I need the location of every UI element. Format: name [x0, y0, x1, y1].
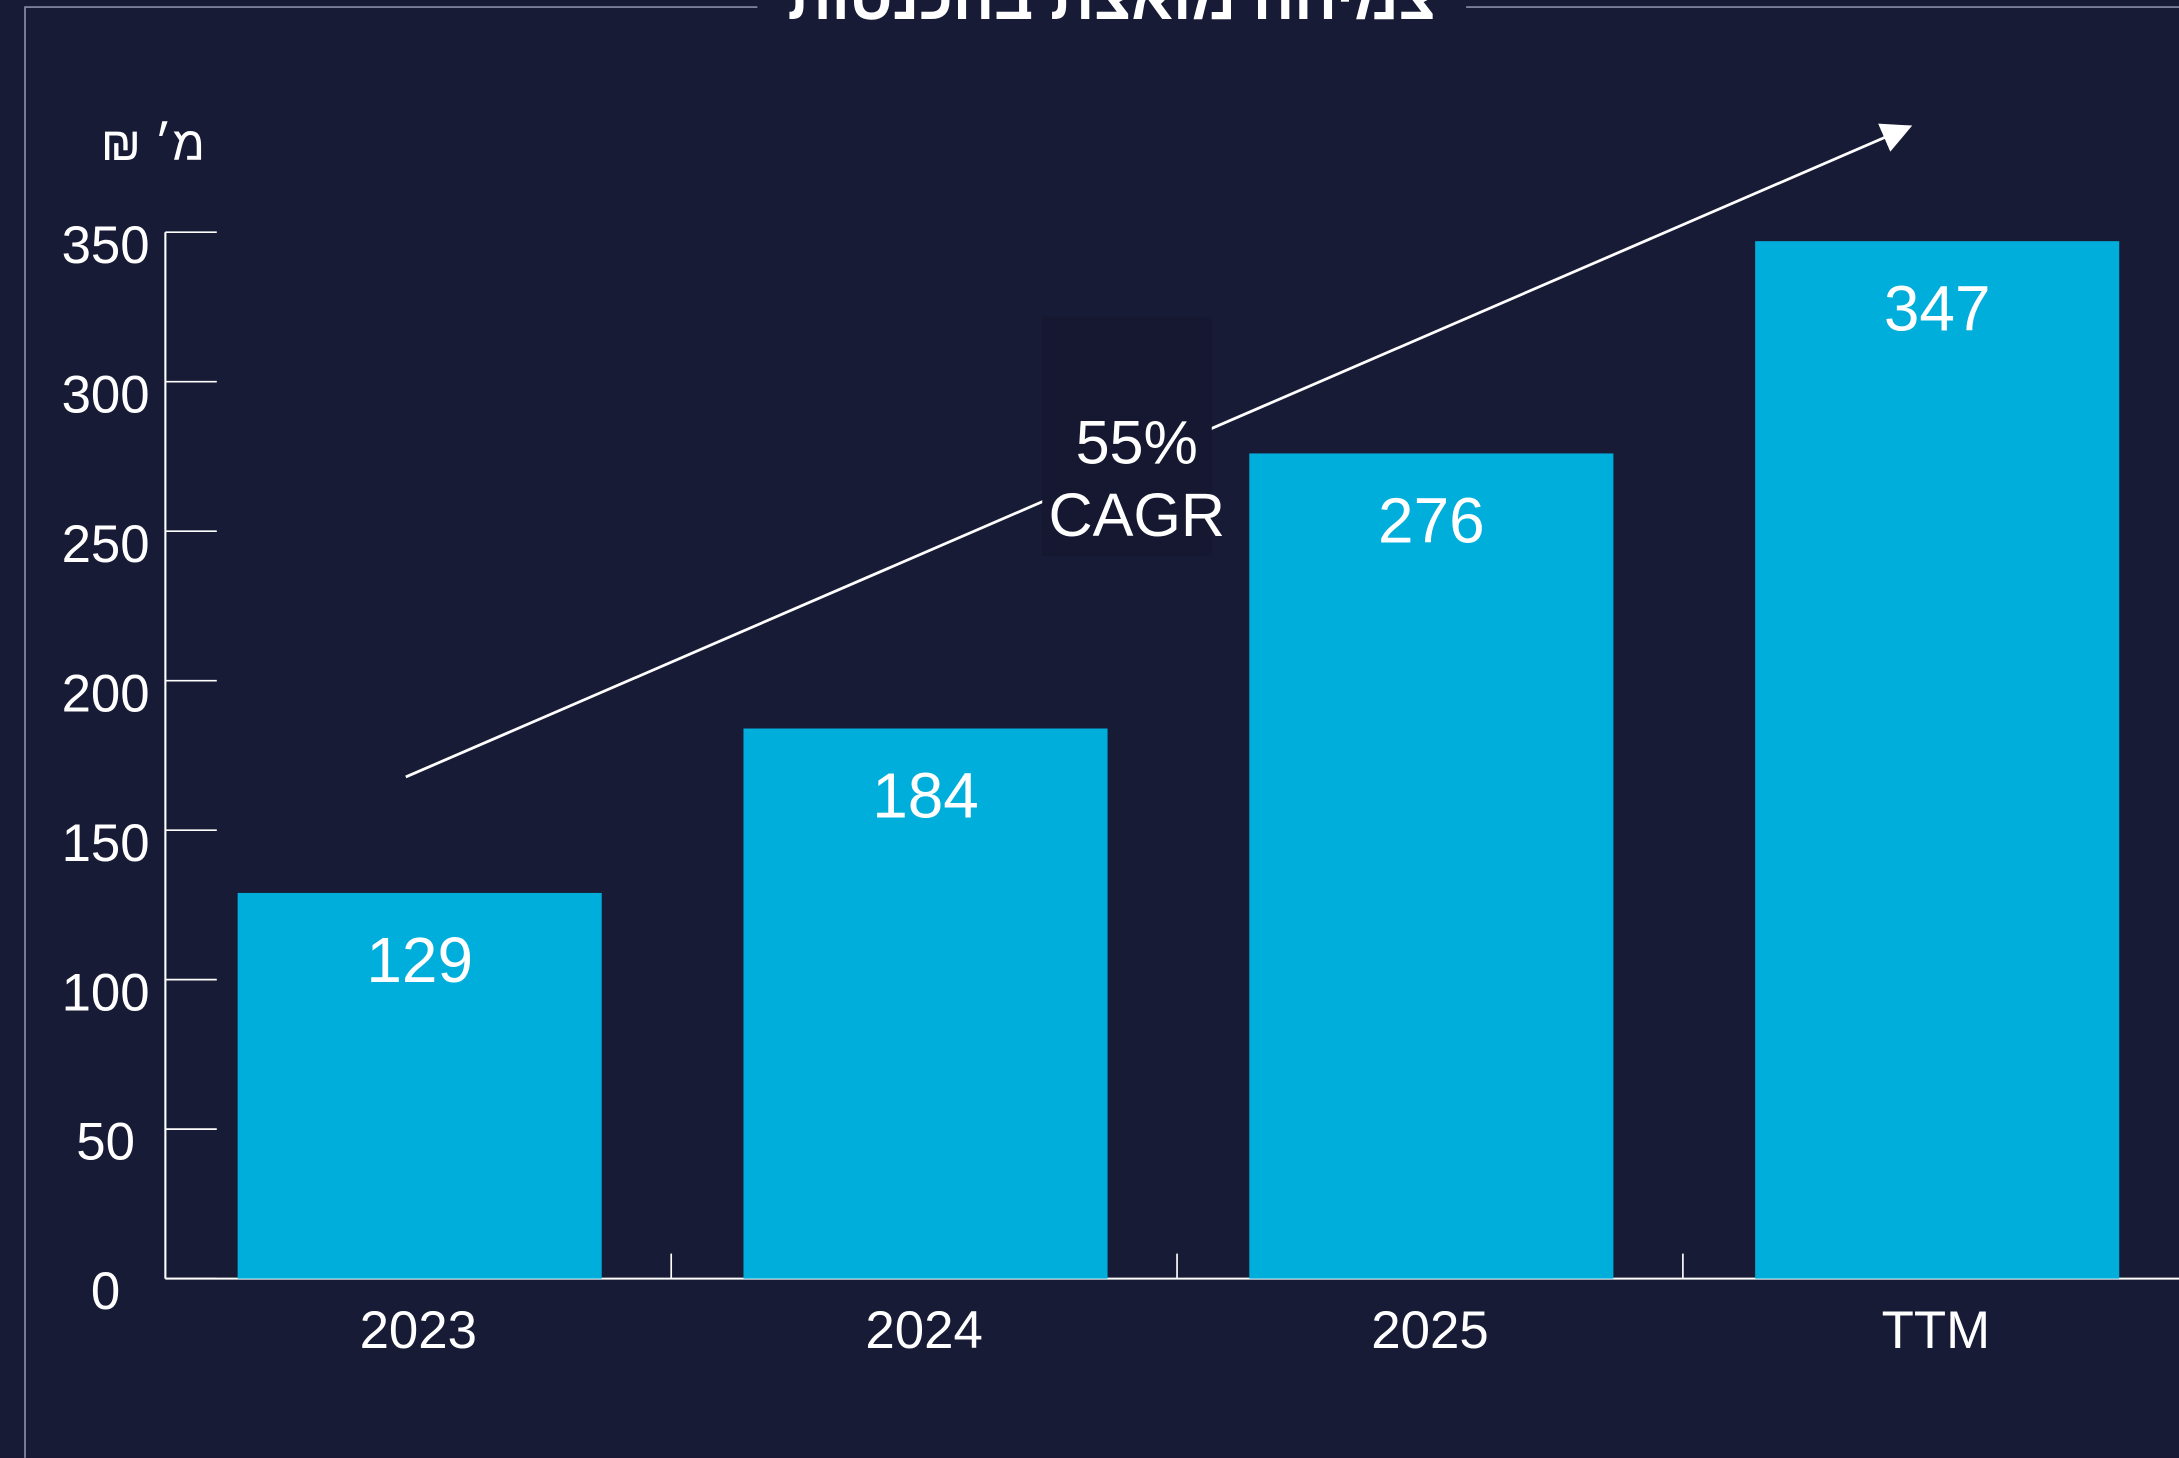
bar — [1249, 453, 1614, 1279]
value-label: 129 — [366, 924, 473, 996]
chart-title: צמיחה מואצת בהכנסות — [788, 0, 1436, 32]
bar — [1755, 241, 2120, 1279]
title-backdrop — [757, 0, 1467, 28]
annotation: 55% — [1076, 409, 1198, 477]
annotation: CAGR — [1048, 481, 1225, 549]
y-tick-label: 350 — [62, 216, 150, 275]
bar — [237, 892, 602, 1279]
y-tick-label: 50 — [76, 1113, 135, 1172]
y-tick-label: 200 — [62, 664, 150, 723]
y-tick-label: 300 — [62, 365, 150, 424]
x-tick-label: 2025 — [1371, 1301, 1488, 1360]
value-label: 276 — [1378, 485, 1485, 557]
y-tick-label: 100 — [62, 963, 150, 1022]
x-tick-label: TTM — [1882, 1301, 1990, 1360]
bar — [743, 728, 1108, 1279]
x-tick-label: 2024 — [865, 1301, 982, 1360]
x-tick-label: 2023 — [360, 1301, 477, 1360]
y-tick-label: 150 — [62, 814, 150, 873]
value-label: 184 — [872, 760, 979, 832]
y-axis-label: מ׳ ₪ — [101, 118, 205, 171]
y-tick-label: 250 — [62, 515, 150, 574]
value-label: 347 — [1884, 272, 1991, 344]
y-tick-label: 0 — [91, 1262, 120, 1321]
annotation-box — [1042, 316, 1212, 556]
